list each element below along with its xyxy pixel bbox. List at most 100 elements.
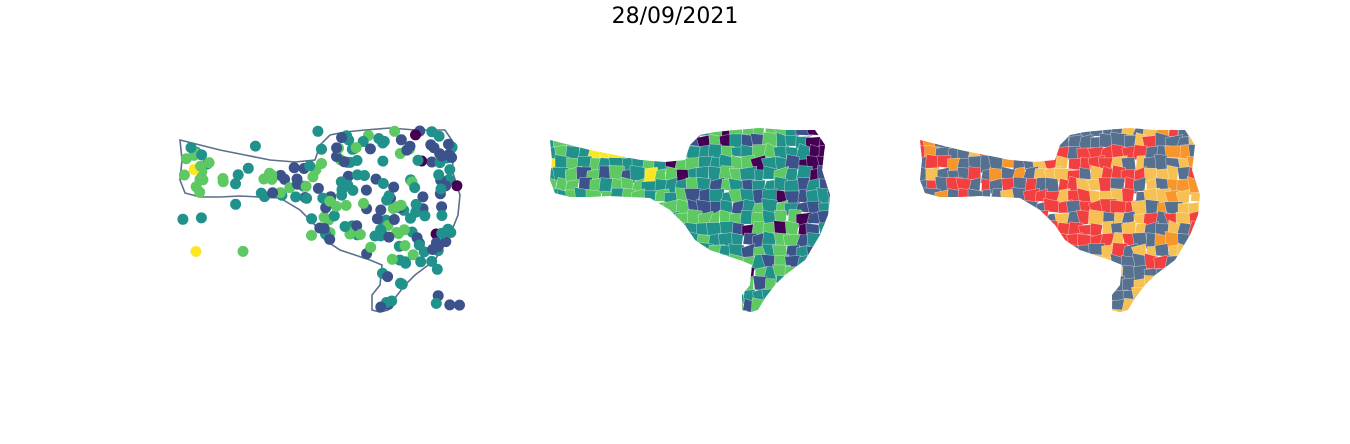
municipality-region [619,128,636,139]
municipality-region [805,278,825,293]
municipality-region [806,265,820,282]
municipality-region [1023,256,1037,270]
municipality-region [1033,253,1051,271]
municipality-region [618,233,634,248]
municipality-region [618,265,638,280]
map-panel-choropleth-categorical [900,100,1240,340]
municipality-region [958,133,973,150]
municipality-region [806,308,820,312]
municipality-region [550,210,557,227]
municipality-region [1012,286,1029,305]
municipality-region [1033,231,1051,250]
municipality-region [587,232,600,249]
municipality-region [922,277,942,295]
municipality-point [377,155,389,167]
municipality-region [550,310,558,312]
municipality-point [410,198,422,210]
municipality-region [674,265,691,280]
municipality-region [923,128,939,138]
municipality-region [619,311,635,312]
municipality-region [1056,266,1074,279]
municipality-region [1035,244,1049,261]
municipality-point [232,169,244,181]
municipality-region [1164,265,1180,281]
municipality-point [177,213,189,225]
municipality-region [550,287,562,303]
municipality-region [1000,232,1018,248]
municipality-region [762,298,781,312]
municipality-region [1021,266,1040,281]
municipality-region [968,279,986,290]
municipality-point [331,142,343,154]
municipality-region [674,244,690,259]
municipality-region [550,300,560,312]
municipality-point [290,191,302,203]
municipality-region [596,276,615,292]
municipality-region [828,211,830,225]
municipality-region [832,265,842,278]
municipality-region [632,245,645,258]
municipality-region [1177,256,1190,269]
municipality-region [816,128,830,136]
municipality-region [956,243,974,262]
municipality-region [829,309,830,312]
municipality-region [663,299,681,312]
municipality-region [653,309,669,312]
municipality-point [443,138,454,150]
municipality-region [923,211,938,229]
municipality-region [944,128,961,137]
municipality-region [684,266,701,283]
municipality-region [969,297,984,312]
municipality-region [643,190,656,205]
municipality-region [595,198,613,215]
municipality-region [830,245,842,256]
municipality-region [652,132,668,147]
municipality-region [621,220,637,236]
municipality-region [664,257,680,270]
municipality-region [988,309,1006,312]
municipality-point [415,256,427,268]
municipality-region [662,221,683,238]
municipality-region [1000,128,1016,139]
municipality-point [364,143,376,155]
municipality-point [264,167,275,179]
municipality-region [923,223,941,241]
municipality-point [331,151,342,162]
municipality-region [631,209,648,229]
municipality-region [1032,144,1052,159]
municipality-point [359,170,370,181]
municipality-region [552,242,568,257]
municipality-region [1134,309,1147,312]
municipality-region [958,220,974,240]
municipality-region [1199,144,1200,159]
municipality-region [944,298,961,312]
municipality-region [576,255,592,272]
municipality-region [563,128,579,140]
municipality-region [1012,276,1026,294]
municipality-region [793,278,813,295]
municipality-point [371,213,383,225]
municipality-region [566,311,579,312]
municipality-point [358,197,369,209]
municipality-region [945,312,959,328]
municipality-region [785,297,801,312]
municipality-region [1188,252,1200,270]
municipality-region [550,231,560,251]
municipality-region [956,276,972,294]
municipality-region [664,232,679,247]
municipality-region [728,275,745,295]
municipality-region [998,254,1016,268]
municipality-region [550,278,560,294]
municipality-region [1002,246,1014,260]
municipality-point [377,137,389,149]
municipality-region [1079,265,1094,280]
municipality-region [566,242,582,257]
municipality-region [598,233,615,247]
municipality-region [1064,278,1080,292]
municipality-region [1043,232,1060,248]
municipality-region [934,221,953,237]
municipality-region [631,128,645,141]
municipality-region [706,298,722,312]
municipality-region [555,265,571,284]
municipality-region [1055,289,1071,302]
